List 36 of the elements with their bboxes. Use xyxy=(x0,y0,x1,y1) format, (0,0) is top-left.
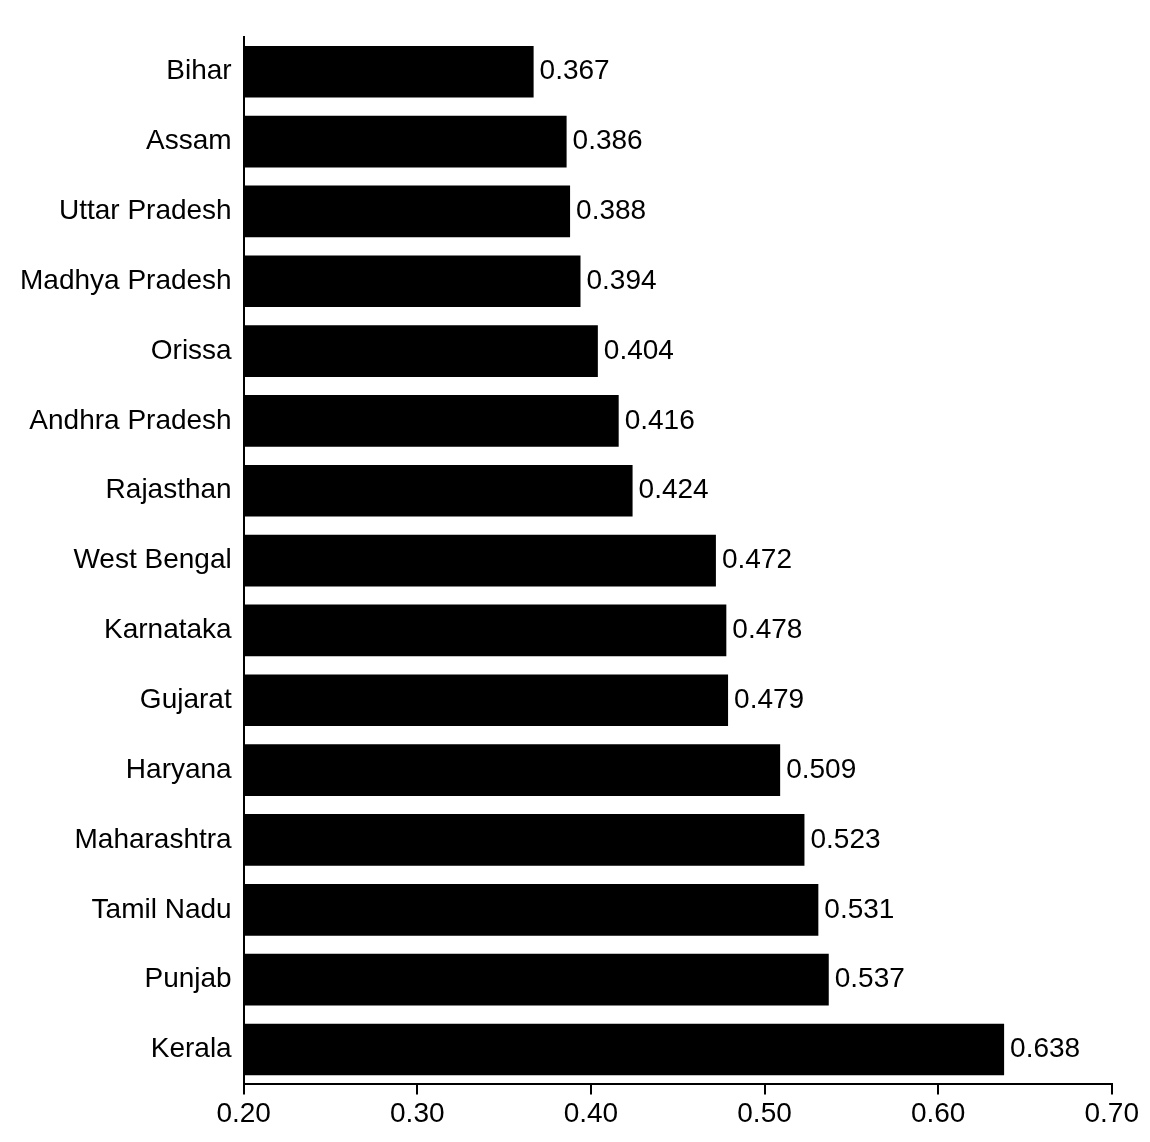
data-label: 0.638 xyxy=(1010,1032,1081,1064)
y-tick-label: Gujarat xyxy=(139,683,232,714)
y-tick-label: Kerala xyxy=(150,1032,233,1064)
y-tick-label: West Bengal xyxy=(73,543,232,575)
data-label: 0.424 xyxy=(638,473,709,505)
y-tick-label: Uttar Pradesh xyxy=(58,194,232,226)
y-tick-label: Bihar xyxy=(166,54,232,86)
x-tick-label: 0.30 xyxy=(390,1096,445,1128)
x-tick-label: 0.60 xyxy=(910,1096,966,1128)
y-tick-label: Tamil Nadu xyxy=(91,892,232,924)
y-tick-label: Orissa xyxy=(150,333,233,365)
data-label: 0.479 xyxy=(734,683,805,714)
y-tick-label: Haryana xyxy=(125,752,233,784)
data-label: 0.531 xyxy=(824,892,895,924)
data-label: 0.388 xyxy=(576,194,647,226)
data-label: 0.416 xyxy=(624,403,695,435)
data-label: 0.367 xyxy=(539,54,610,86)
y-tick-label: Maharashtra xyxy=(74,822,233,854)
data-label: 0.478 xyxy=(732,613,803,645)
data-label: 0.394 xyxy=(586,263,657,295)
data-label: 0.472 xyxy=(721,543,792,575)
y-tick-label: Karnataka xyxy=(104,613,233,645)
y-tick-label: Assam xyxy=(146,124,232,156)
y-tick-label: Andhra Pradesh xyxy=(29,403,232,435)
data-label: 0.523 xyxy=(810,822,881,854)
x-tick-label: 0.70 xyxy=(1084,1096,1139,1128)
y-tick-label: Punjab xyxy=(144,962,232,994)
data-label: 0.386 xyxy=(572,124,643,156)
y-tick-label: Madhya Pradesh xyxy=(19,263,232,295)
y-tick-label: Rajasthan xyxy=(105,473,232,505)
data-label: 0.509 xyxy=(786,752,857,784)
x-tick-label: 0.50 xyxy=(737,1096,792,1128)
data-label: 0.537 xyxy=(834,962,905,994)
x-tick-label: 0.40 xyxy=(563,1096,619,1128)
data-label: 0.404 xyxy=(603,333,674,365)
x-tick-label: 0.20 xyxy=(216,1096,271,1128)
